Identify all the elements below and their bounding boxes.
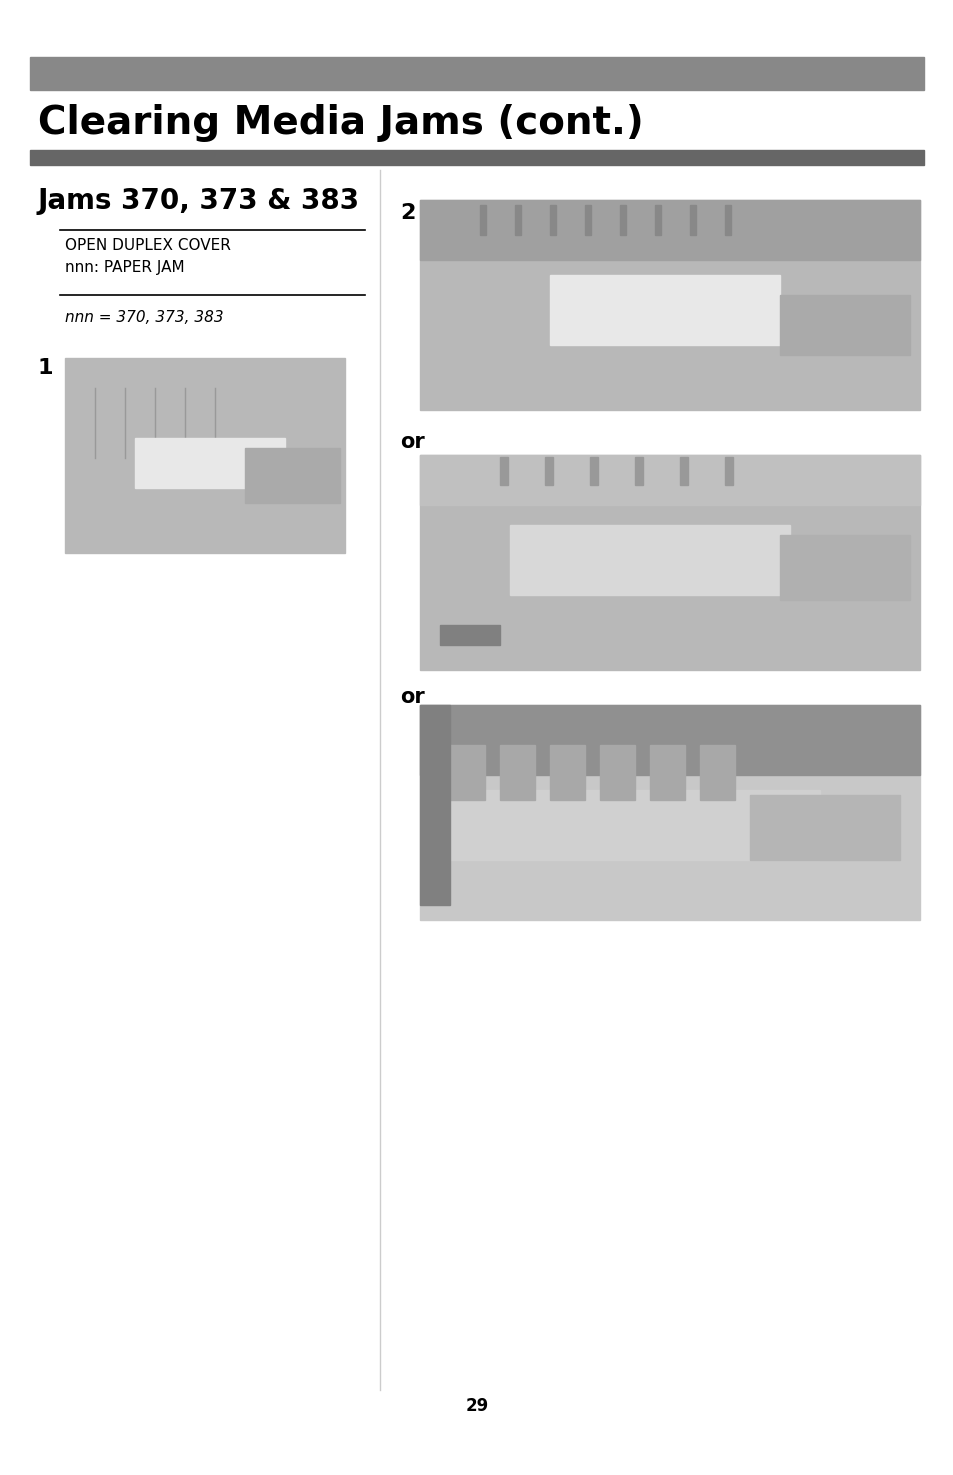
Bar	[419, 454, 919, 670]
Text: Clearing Media Jams (cont.): Clearing Media Jams (cont.)	[38, 105, 643, 142]
Bar	[599, 745, 635, 799]
Bar	[499, 457, 507, 485]
Text: or: or	[399, 432, 424, 451]
Bar	[550, 205, 556, 235]
Bar	[419, 454, 919, 504]
Bar	[245, 448, 339, 503]
Bar	[780, 295, 909, 355]
Bar	[479, 205, 485, 235]
Text: Jams 370, 373 & 383: Jams 370, 373 & 383	[38, 187, 359, 215]
Bar	[780, 535, 909, 600]
Bar	[450, 745, 484, 799]
Bar	[724, 205, 730, 235]
Bar	[135, 438, 285, 488]
Bar	[419, 201, 919, 410]
Bar	[584, 205, 590, 235]
Bar	[619, 205, 625, 235]
Bar	[30, 150, 923, 165]
Text: 2: 2	[399, 204, 415, 223]
Bar	[419, 201, 919, 260]
Bar	[30, 58, 923, 90]
Bar	[419, 705, 919, 774]
Bar	[689, 205, 696, 235]
Bar	[544, 457, 553, 485]
Text: nnn: PAPER JAM: nnn: PAPER JAM	[65, 260, 185, 274]
Bar	[749, 795, 899, 860]
Bar	[419, 705, 919, 920]
Bar	[550, 274, 780, 345]
Bar	[679, 457, 687, 485]
Bar	[515, 205, 520, 235]
Text: nnn = 370, 373, 383: nnn = 370, 373, 383	[65, 310, 223, 324]
Text: or: or	[399, 687, 424, 707]
Bar	[510, 525, 789, 594]
Bar	[700, 745, 734, 799]
Bar	[655, 205, 660, 235]
Bar	[589, 457, 598, 485]
Bar	[65, 358, 345, 553]
Bar	[439, 625, 499, 645]
Text: 29: 29	[465, 1397, 488, 1415]
Bar	[419, 705, 450, 906]
Bar	[724, 457, 732, 485]
Bar	[649, 745, 684, 799]
Bar	[550, 745, 584, 799]
Text: 1: 1	[38, 358, 53, 378]
Bar	[499, 745, 535, 799]
Bar	[439, 791, 820, 860]
Bar	[635, 457, 642, 485]
Text: OPEN DUPLEX COVER: OPEN DUPLEX COVER	[65, 237, 231, 254]
